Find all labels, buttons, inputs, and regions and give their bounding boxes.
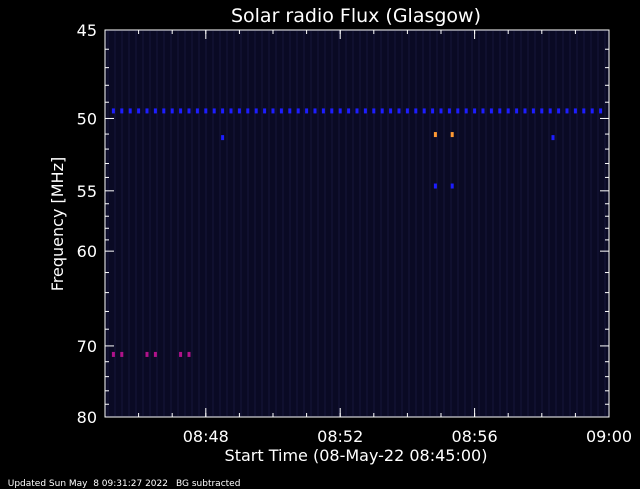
emission-mark — [498, 108, 502, 114]
emission-mark — [179, 351, 183, 357]
emission-mark — [111, 108, 115, 114]
emission-mark — [433, 132, 437, 138]
emission-mark — [338, 108, 342, 114]
emission-mark — [254, 108, 258, 114]
emission-mark — [187, 351, 191, 357]
emission-mark — [179, 108, 183, 114]
y-tick-label: 55 — [77, 182, 97, 201]
emission-mark — [481, 108, 485, 114]
emission-mark — [246, 108, 250, 114]
emission-mark — [128, 108, 132, 114]
emission-mark — [321, 108, 325, 114]
emission-mark — [515, 108, 519, 114]
emission-mark — [162, 108, 166, 114]
plot-frame — [104, 29, 610, 418]
x-tick-label: 08:52 — [317, 427, 363, 446]
emission-mark — [523, 108, 527, 114]
emission-mark — [195, 108, 199, 114]
emission-mark — [548, 108, 552, 114]
emission-mark — [237, 108, 241, 114]
emission-mark — [422, 108, 426, 114]
emission-mark — [450, 183, 454, 189]
emission-mark — [447, 108, 451, 114]
emission-mark — [540, 108, 544, 114]
emission-mark — [456, 108, 460, 114]
emission-mark — [288, 108, 292, 114]
x-axis-label: Start Time (08-May-22 08:45:00) — [225, 446, 488, 465]
emission-mark — [153, 351, 157, 357]
emission-mark — [573, 108, 577, 114]
emission-mark — [330, 108, 334, 114]
emission-mark — [347, 108, 351, 114]
emission-mark — [565, 108, 569, 114]
x-tick-label: 08:56 — [452, 427, 498, 446]
emission-mark — [363, 108, 367, 114]
emission-mark — [489, 108, 493, 114]
y-tick-label: 60 — [77, 242, 97, 261]
bg-subtracted-note: BG subtracted — [176, 479, 241, 489]
y-tick-label: 50 — [77, 109, 97, 128]
y-tick-label: 80 — [77, 408, 97, 427]
x-tick-label: 09:00 — [586, 427, 632, 446]
emission-mark — [433, 183, 437, 189]
emission-mark — [137, 108, 141, 114]
emission-mark — [153, 108, 157, 114]
emission-mark — [355, 108, 359, 114]
emission-mark — [229, 108, 233, 114]
emission-mark — [120, 108, 124, 114]
emission-mark — [221, 108, 225, 114]
emission-mark — [372, 108, 376, 114]
emission-mark — [464, 108, 468, 114]
emission-mark — [204, 108, 208, 114]
emission-mark — [263, 108, 267, 114]
emission-mark — [439, 108, 443, 114]
emission-mark — [380, 108, 384, 114]
emission-mark — [187, 108, 191, 114]
y-tick-label: 45 — [77, 21, 97, 40]
emission-mark — [551, 135, 555, 141]
emission-mark — [506, 108, 510, 114]
emission-mark — [296, 108, 300, 114]
emission-mark — [389, 108, 393, 114]
emission-mark — [590, 108, 594, 114]
emission-mark — [531, 108, 535, 114]
emission-mark — [405, 108, 409, 114]
emission-mark — [170, 108, 174, 114]
emission-mark — [397, 108, 401, 114]
emission-mark — [473, 108, 477, 114]
chart-title: Solar radio Flux (Glasgow) — [231, 5, 481, 27]
emission-mark — [221, 135, 225, 141]
emission-mark — [212, 108, 216, 114]
emission-mark — [313, 108, 317, 114]
updated-timestamp: Updated Sun May 8 09:31:27 2022 — [7, 479, 168, 489]
emission-mark — [271, 108, 275, 114]
footer: Updated Sun May 8 09:31:27 2022 BG subtra… — [2, 469, 241, 489]
y-tick-label: 70 — [77, 337, 97, 356]
emission-mark — [145, 351, 149, 357]
x-tick-label: 08:48 — [183, 427, 229, 446]
emission-mark — [599, 108, 603, 114]
emission-mark — [111, 351, 115, 357]
plot-background — [105, 30, 609, 417]
emission-mark — [450, 132, 454, 138]
emission-mark — [145, 108, 149, 114]
emission-mark — [414, 108, 418, 114]
emission-mark — [557, 108, 561, 114]
emission-mark — [120, 351, 124, 357]
emission-mark — [431, 108, 435, 114]
y-axis-label: Frequency [MHz] — [48, 157, 67, 291]
emission-mark — [582, 108, 586, 114]
emission-mark — [305, 108, 309, 114]
emission-mark — [279, 108, 283, 114]
